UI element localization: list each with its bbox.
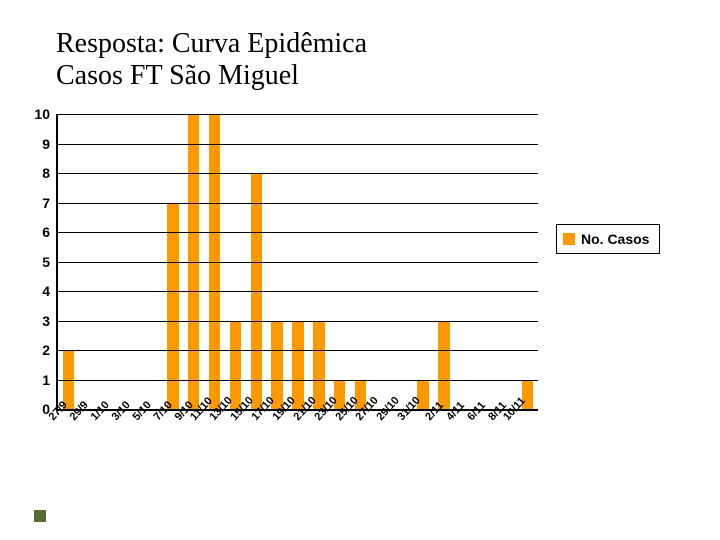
gridline	[58, 114, 538, 115]
gridline	[58, 380, 538, 381]
gridline	[58, 262, 538, 263]
y-tick-label: 0	[42, 401, 58, 417]
gridline	[58, 173, 538, 174]
epidemic-curve-chart: 27/929/91/103/105/107/109/1011/1013/1015…	[56, 114, 538, 411]
bar	[230, 321, 241, 410]
y-tick-label: 9	[42, 136, 58, 152]
gridline	[58, 350, 538, 351]
title-line-1: Resposta: Curva Epidêmica	[56, 28, 700, 60]
y-tick-label: 10	[34, 106, 58, 122]
slide-title: Resposta: Curva Epidêmica Casos FT São M…	[56, 28, 700, 92]
legend-swatch	[563, 233, 575, 245]
y-tick-label: 5	[42, 254, 58, 270]
y-tick-label: 4	[42, 283, 58, 299]
plot-area: 27/929/91/103/105/107/109/1011/1013/1015…	[56, 114, 538, 411]
slide: Resposta: Curva Epidêmica Casos FT São M…	[0, 0, 720, 540]
chart-area: 27/929/91/103/105/107/109/1011/1013/1015…	[56, 114, 700, 411]
y-tick-label: 6	[42, 224, 58, 240]
y-tick-label: 3	[42, 313, 58, 329]
y-tick-label: 2	[42, 342, 58, 358]
bar	[271, 321, 282, 410]
gridline	[58, 203, 538, 204]
gridline	[58, 232, 538, 233]
bar	[292, 321, 303, 410]
y-tick-label: 1	[42, 372, 58, 388]
title-line-2: Casos FT São Miguel	[56, 60, 700, 92]
footer-accent	[34, 510, 46, 522]
legend-label: No. Casos	[581, 231, 649, 247]
gridline	[58, 321, 538, 322]
y-tick-label: 7	[42, 195, 58, 211]
gridline	[58, 291, 538, 292]
bar	[438, 321, 449, 410]
gridline	[58, 144, 538, 145]
bar	[167, 203, 178, 410]
legend: No. Casos	[556, 224, 660, 254]
bar	[313, 321, 324, 410]
y-tick-label: 8	[42, 165, 58, 181]
